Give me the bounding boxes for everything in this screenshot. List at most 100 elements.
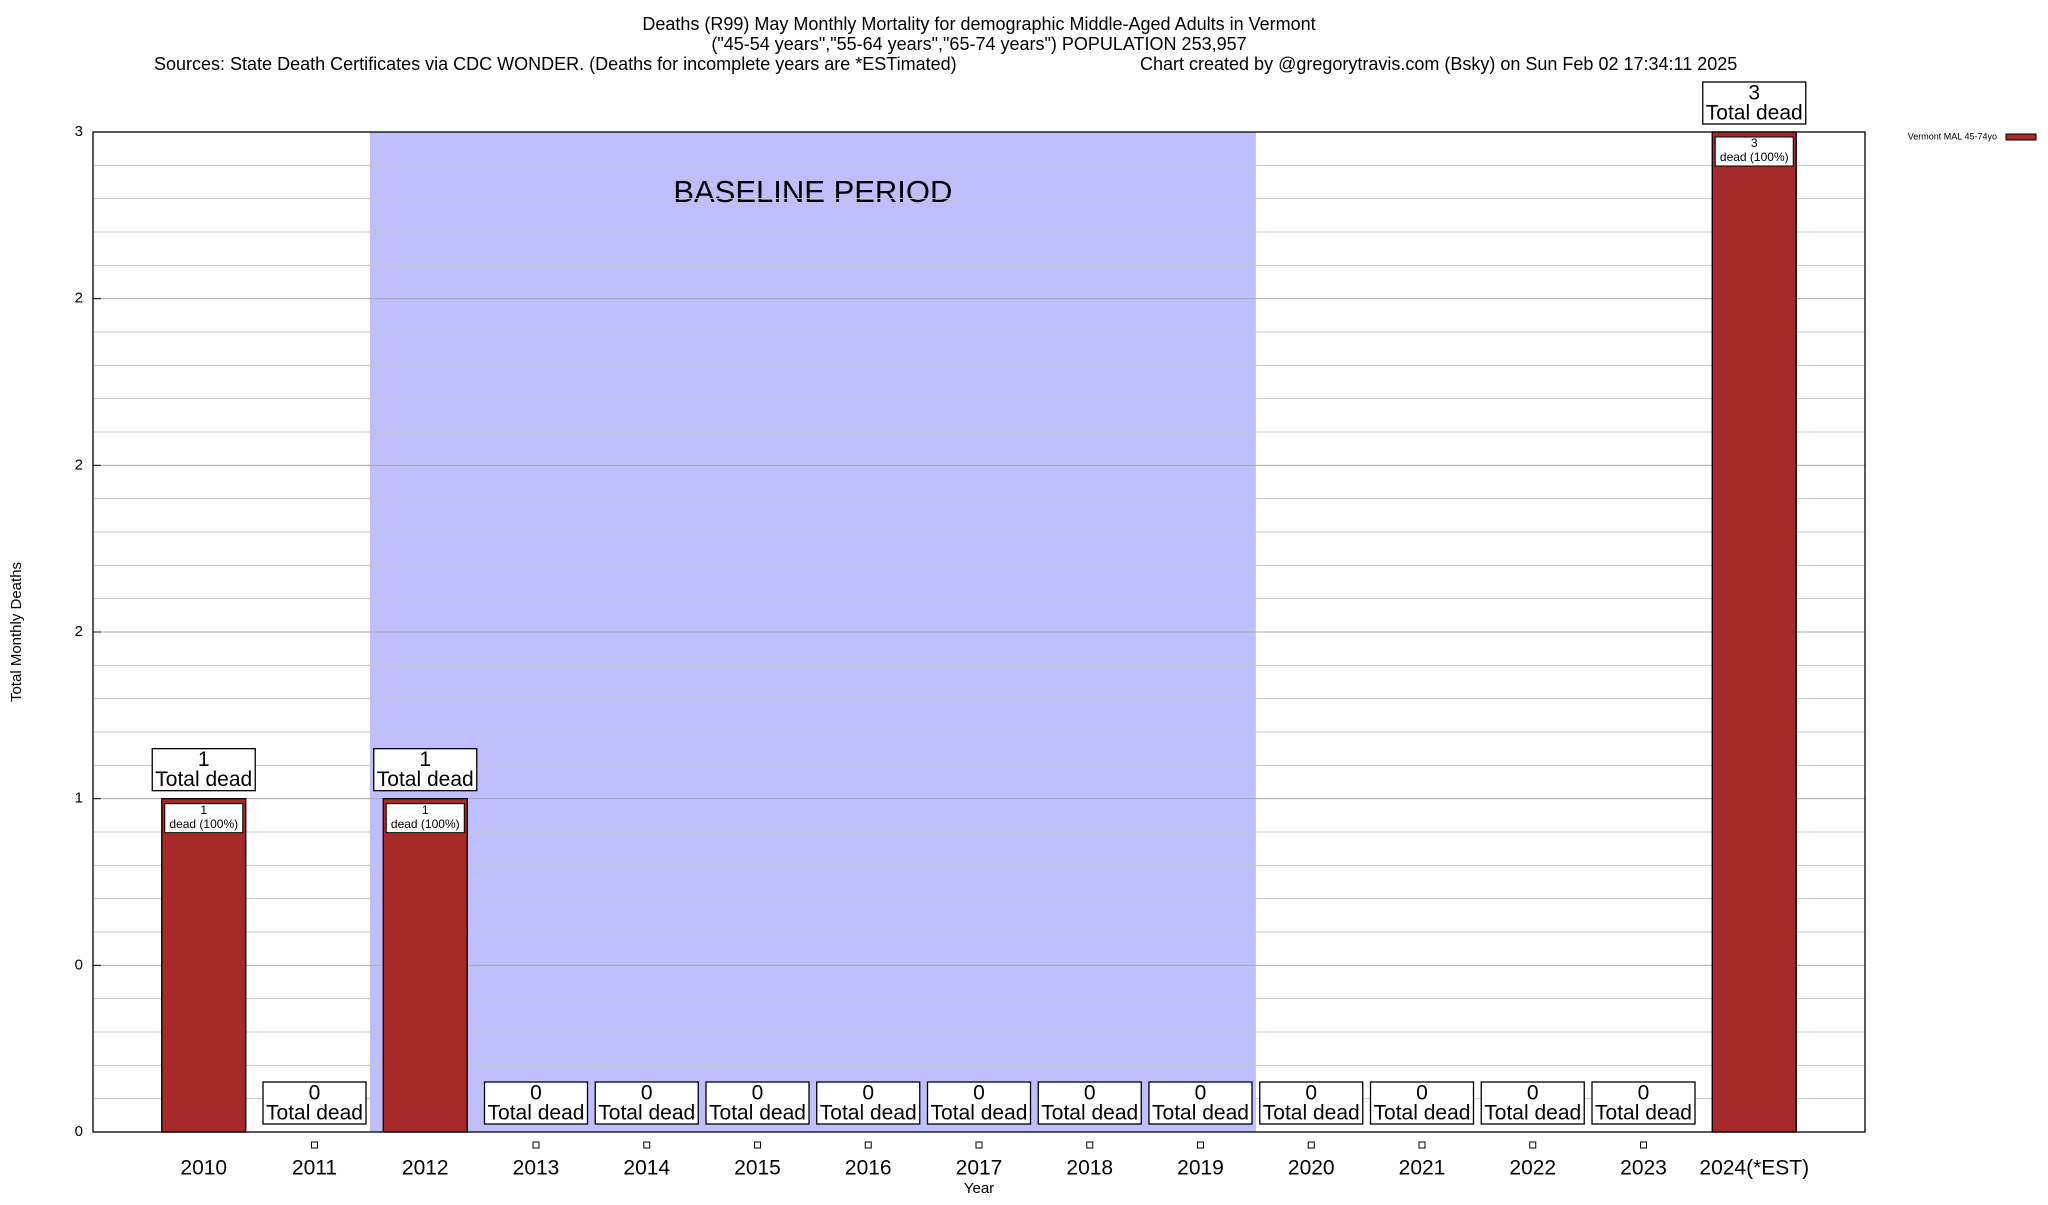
- y-axis-label: Total Monthly Deaths: [8, 562, 25, 702]
- inner-label-value: 1: [422, 803, 429, 817]
- legend-label: Vermont MAL 45-74yo: [1908, 131, 1997, 141]
- inner-label-box: [164, 803, 244, 834]
- zero-marker: [1640, 1141, 1647, 1149]
- y-tick-label: 2: [75, 456, 83, 473]
- total-label-box: [926, 1081, 1032, 1125]
- total-label-box: [816, 1081, 921, 1125]
- total-label-value: 0: [862, 1082, 874, 1105]
- y-tick-label: 3: [75, 123, 83, 140]
- total-label-box: [594, 1081, 699, 1125]
- total-label-value: 3: [1748, 82, 1760, 105]
- x-tick-label: 2020: [1288, 1157, 1335, 1180]
- inner-label-text: dead (100%): [169, 817, 238, 831]
- total-label-text: Total dead: [155, 768, 252, 791]
- zero-marker: [643, 1141, 651, 1149]
- inner-label-text: dead (100%): [391, 817, 460, 831]
- bar: [382, 798, 468, 1133]
- legend-swatch: [2005, 133, 2037, 141]
- inner-label-value: 3: [1751, 136, 1758, 150]
- zero-marker: [754, 1141, 761, 1149]
- y-tick-label: 2: [75, 290, 83, 307]
- total-label-text: Total dead: [931, 1102, 1028, 1125]
- zero-marker: [1418, 1141, 1426, 1149]
- total-label-box: [1702, 81, 1807, 125]
- total-label-text: Total dead: [1374, 1102, 1471, 1125]
- total-label-box: [1480, 1081, 1585, 1125]
- total-label-value: 1: [198, 748, 210, 771]
- total-label-box: [483, 1081, 589, 1125]
- bar: [161, 798, 247, 1133]
- x-tick-label: 2015: [734, 1157, 781, 1180]
- total-label-value: 0: [530, 1082, 542, 1105]
- total-label-box: [705, 1081, 810, 1125]
- x-tick-label: 2016: [845, 1157, 892, 1180]
- total-label-box: [1591, 1081, 1696, 1125]
- total-label-value: 0: [1084, 1082, 1096, 1105]
- zero-marker: [1086, 1141, 1094, 1149]
- x-tick-label: 2024(*EST): [1699, 1157, 1809, 1180]
- x-tick-label: 2023: [1620, 1157, 1667, 1180]
- total-label-value: 0: [309, 1082, 321, 1105]
- total-label-box: [1148, 1081, 1253, 1125]
- chart-subtitle: ("45-54 years","55-64 years","65-74 year…: [711, 34, 1246, 54]
- inner-label-text: dead (100%): [1720, 150, 1789, 164]
- x-tick-label: 2018: [1066, 1157, 1113, 1180]
- total-label-text: Total dead: [820, 1102, 917, 1125]
- total-label-value: 0: [1305, 1082, 1317, 1105]
- source-note: Sources: State Death Certificates via CD…: [154, 54, 957, 74]
- total-label-value: 0: [752, 1082, 764, 1105]
- total-label-text: Total dead: [266, 1102, 363, 1125]
- zero-marker: [532, 1141, 540, 1149]
- x-tick-label: 2010: [180, 1157, 227, 1180]
- total-label-box: [1369, 1081, 1475, 1125]
- total-label-text: Total dead: [1706, 102, 1803, 125]
- total-label-box: [262, 1081, 367, 1125]
- total-label-box: [373, 748, 478, 792]
- total-label-value: 0: [641, 1082, 653, 1105]
- total-label-text: Total dead: [1263, 1102, 1360, 1125]
- y-tick-label: 0: [75, 956, 83, 973]
- total-label-text: Total dead: [1595, 1102, 1692, 1125]
- total-label-text: Total dead: [1041, 1102, 1138, 1125]
- total-label-text: Total dead: [709, 1102, 806, 1125]
- zero-marker: [1307, 1141, 1315, 1149]
- zero-marker: [864, 1141, 872, 1149]
- bar: [1711, 131, 1797, 1133]
- total-label-text: Total dead: [488, 1102, 585, 1125]
- total-label-box: [1037, 1081, 1142, 1125]
- total-label-box: [1259, 1081, 1364, 1125]
- chart-title: Deaths (R99) May Monthly Mortality for d…: [642, 14, 1315, 34]
- x-axis-label: Year: [964, 1180, 994, 1197]
- total-label-value: 0: [1527, 1082, 1539, 1105]
- zero-marker: [1529, 1141, 1537, 1149]
- y-tick-label: 1: [75, 790, 83, 807]
- total-label-text: Total dead: [1484, 1102, 1581, 1125]
- zero-marker: [975, 1141, 983, 1149]
- total-label-value: 0: [1195, 1082, 1207, 1105]
- y-tick-label: 2: [75, 623, 83, 640]
- total-label-value: 0: [1638, 1082, 1650, 1105]
- total-label-text: Total dead: [377, 768, 474, 791]
- inner-label-value: 1: [200, 803, 207, 817]
- zero-marker: [311, 1141, 318, 1149]
- inner-label-box: [1714, 136, 1794, 167]
- x-tick-label: 2013: [513, 1157, 560, 1180]
- inner-label-box: [385, 803, 465, 834]
- total-label-value: 0: [1416, 1082, 1428, 1105]
- total-label-value: 0: [973, 1082, 985, 1105]
- x-tick-label: 2011: [292, 1157, 337, 1180]
- credit-note: Chart created by @gregorytravis.com (Bsk…: [1140, 54, 1737, 74]
- zero-marker: [1197, 1141, 1204, 1149]
- baseline-label: BASELINE PERIOD: [673, 174, 952, 209]
- plot-frame: [92, 131, 1866, 1133]
- x-tick-label: 2014: [623, 1157, 670, 1180]
- total-label-box: [151, 748, 256, 792]
- x-tick-label: 2022: [1509, 1157, 1556, 1180]
- x-tick-label: 2017: [956, 1157, 1003, 1180]
- x-tick-label: 2012: [402, 1157, 449, 1180]
- y-tick-label: 0: [75, 1123, 83, 1140]
- x-tick-label: 2021: [1399, 1157, 1446, 1180]
- x-tick-label: 2019: [1177, 1157, 1224, 1180]
